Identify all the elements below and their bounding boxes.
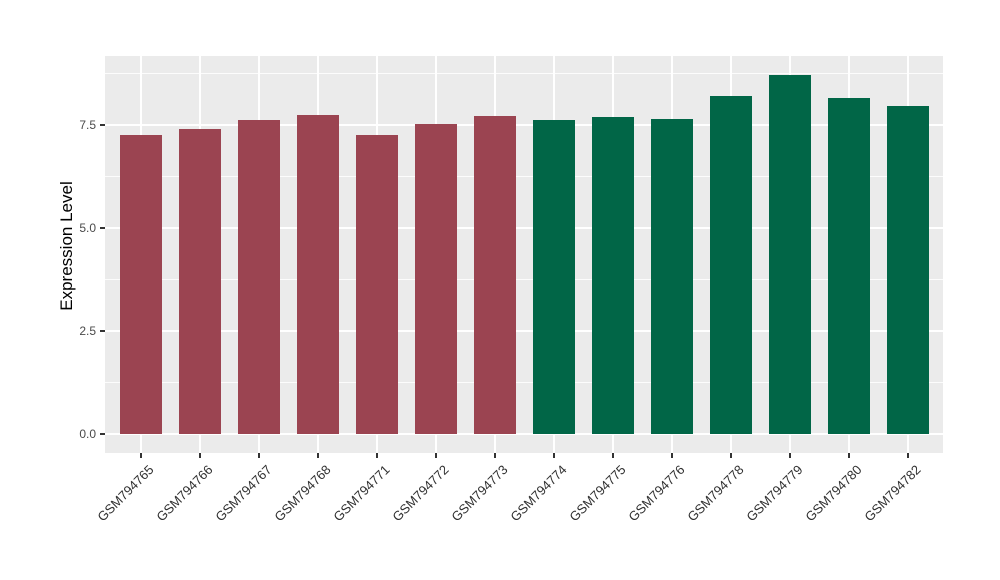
bar-GSM794771 [356, 135, 398, 434]
minor-gridline-horizontal [105, 176, 943, 177]
x-tick-mark [553, 453, 555, 458]
x-tick-label: GSM794776 [625, 462, 688, 525]
bar-GSM794766 [179, 129, 221, 434]
x-tick-label: GSM794773 [448, 462, 511, 525]
bar-GSM794768 [297, 114, 339, 434]
x-tick-label: GSM794782 [861, 462, 924, 525]
x-tick-label: GSM794780 [802, 462, 865, 525]
major-gridline-horizontal [105, 227, 943, 229]
x-tick-mark [612, 453, 614, 458]
x-tick-mark [907, 453, 909, 458]
bar-GSM794765 [120, 135, 162, 434]
x-tick-mark [435, 453, 437, 458]
bar-GSM794773 [474, 115, 516, 434]
x-tick-mark [789, 453, 791, 458]
x-tick-mark [494, 453, 496, 458]
x-tick-label: GSM794771 [330, 462, 393, 525]
y-tick-label: 2.5 [79, 324, 96, 338]
x-tick-mark [730, 453, 732, 458]
bar-GSM794774 [533, 120, 575, 434]
bar-GSM794776 [651, 119, 693, 434]
bar-GSM794779 [769, 74, 811, 434]
x-tick-mark [317, 453, 319, 458]
x-tick-label: GSM794778 [684, 462, 747, 525]
x-tick-mark [848, 453, 850, 458]
y-tick-mark [100, 433, 105, 435]
bar-GSM794775 [592, 117, 634, 434]
major-gridline-horizontal [105, 330, 943, 332]
x-tick-label: GSM794772 [389, 462, 452, 525]
major-gridline-horizontal [105, 433, 943, 435]
x-tick-mark [140, 453, 142, 458]
minor-gridline-horizontal [105, 279, 943, 280]
minor-gridline-horizontal [105, 382, 943, 383]
x-tick-label: GSM794779 [743, 462, 806, 525]
x-tick-label: GSM794765 [94, 462, 157, 525]
x-tick-label: GSM794768 [271, 462, 334, 525]
bar-GSM794778 [710, 95, 752, 434]
x-tick-mark [376, 453, 378, 458]
y-axis-title: Expression Level [57, 180, 76, 311]
x-tick-mark [671, 453, 673, 458]
x-tick-label: GSM794774 [507, 462, 570, 525]
y-tick-label: 7.5 [79, 118, 96, 132]
bar-GSM794782 [887, 106, 929, 434]
bar-GSM794772 [415, 123, 457, 434]
y-tick-mark [100, 330, 105, 332]
y-tick-label: 0.0 [79, 427, 96, 441]
x-tick-mark [258, 453, 260, 458]
x-tick-mark [199, 453, 201, 458]
plot-panel [105, 56, 943, 453]
x-tick-label: GSM794767 [212, 462, 275, 525]
y-tick-mark [100, 227, 105, 229]
minor-gridline-horizontal [105, 73, 943, 74]
x-tick-label: GSM794775 [566, 462, 629, 525]
y-tick-mark [100, 124, 105, 126]
major-gridline-horizontal [105, 124, 943, 126]
y-tick-label: 5.0 [79, 221, 96, 235]
bar-GSM794780 [828, 98, 870, 434]
x-tick-label: GSM794766 [153, 462, 216, 525]
bar-GSM794767 [238, 120, 280, 434]
